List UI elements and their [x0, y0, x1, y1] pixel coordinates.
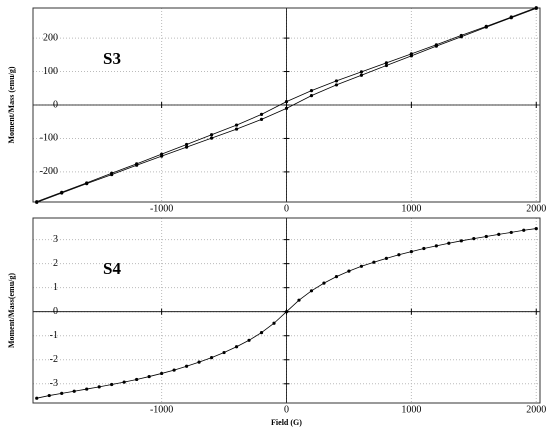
data-point — [85, 387, 89, 391]
x-tick-label: -1000 — [150, 404, 173, 415]
data-point — [359, 70, 364, 74]
y-tick-label: -200 — [40, 166, 58, 177]
data-point — [384, 61, 389, 65]
y-tick-label: 0 — [53, 306, 58, 317]
data-point — [422, 246, 426, 251]
data-point — [147, 374, 151, 379]
data-point — [47, 393, 51, 398]
data-point — [234, 123, 239, 127]
data-point — [122, 380, 126, 384]
data-point — [209, 133, 214, 137]
data-point — [35, 396, 39, 400]
data-point — [384, 256, 389, 260]
data-point — [259, 117, 264, 121]
data-point — [509, 230, 513, 235]
data-point — [334, 79, 339, 83]
data-point — [259, 112, 264, 116]
data-point — [197, 360, 201, 364]
data-point — [97, 385, 101, 389]
data-point — [359, 264, 364, 268]
data-point — [184, 364, 189, 368]
data-point — [35, 200, 39, 204]
data-point — [534, 6, 538, 10]
data-point — [322, 281, 326, 285]
data-point — [272, 321, 276, 325]
annotation: S4 — [103, 259, 121, 278]
data-point — [397, 253, 401, 257]
plot-frame — [32, 7, 541, 203]
x-tick-label: 0 — [284, 203, 289, 214]
x-tick-label: 1000 — [401, 203, 421, 214]
data-point — [259, 331, 264, 335]
data-point — [497, 232, 501, 236]
data-point — [509, 16, 513, 20]
data-point — [85, 182, 89, 186]
data-point — [522, 228, 526, 232]
data-point — [284, 310, 289, 314]
data-point — [172, 368, 176, 372]
data-point — [110, 172, 114, 177]
data-point — [209, 355, 214, 360]
y-tick-label: 2 — [53, 258, 58, 269]
data-point — [384, 63, 389, 68]
plot-frame — [32, 217, 541, 404]
x-tick-label: 2000 — [526, 203, 546, 214]
x-tick-label: 0 — [284, 404, 289, 415]
x-axis-label: Field (G) — [271, 418, 302, 427]
data-point — [347, 269, 351, 273]
data-point — [60, 191, 64, 195]
data-point — [309, 289, 314, 293]
data-point — [409, 250, 413, 254]
y-tick-label: -3 — [50, 378, 58, 389]
data-point — [309, 94, 314, 98]
y-tick-label: -100 — [40, 133, 58, 144]
data-point — [309, 89, 314, 93]
data-point — [234, 127, 239, 131]
data-point — [234, 345, 239, 349]
data-point — [160, 371, 164, 376]
data-point — [484, 25, 488, 29]
data-point — [60, 391, 64, 395]
annotation: S3 — [103, 49, 121, 68]
x-tick-label: -1000 — [150, 203, 173, 214]
y-axis-label: Moment/Mass(emu/g) — [7, 273, 16, 348]
data-point — [160, 154, 164, 158]
data-point — [334, 275, 339, 279]
data-point — [334, 83, 339, 87]
data-point — [110, 382, 114, 387]
data-point — [472, 237, 476, 241]
x-tick-label: 2000 — [526, 404, 546, 415]
x-tick-label: 1000 — [401, 404, 421, 415]
data-point — [135, 163, 139, 167]
data-point — [284, 106, 289, 110]
data-point — [459, 239, 463, 243]
data-point — [72, 389, 76, 393]
y-tick-label: 100 — [43, 66, 58, 77]
y-axis-label: Moment/Mass (emu/g) — [7, 66, 16, 143]
data-point — [184, 142, 189, 147]
data-point — [297, 298, 301, 302]
data-point — [247, 338, 251, 342]
data-point — [184, 145, 189, 149]
data-point — [222, 350, 226, 355]
data-point — [135, 377, 139, 382]
data-point — [409, 54, 413, 58]
data-point — [209, 136, 214, 140]
data-point — [284, 100, 289, 104]
data-point — [372, 260, 376, 264]
data-point — [447, 241, 451, 245]
data-point — [459, 35, 463, 39]
data-point — [359, 73, 364, 77]
y-tick-label: 1 — [53, 282, 58, 293]
data-point — [434, 244, 438, 248]
y-tick-label: 3 — [53, 234, 58, 245]
data-point — [534, 226, 538, 231]
data-point — [434, 44, 438, 48]
y-tick-label: 200 — [43, 32, 58, 43]
y-tick-label: -2 — [50, 354, 58, 365]
y-tick-label: -1 — [50, 330, 58, 341]
y-tick-label: 0 — [53, 99, 58, 110]
data-point — [484, 234, 488, 239]
